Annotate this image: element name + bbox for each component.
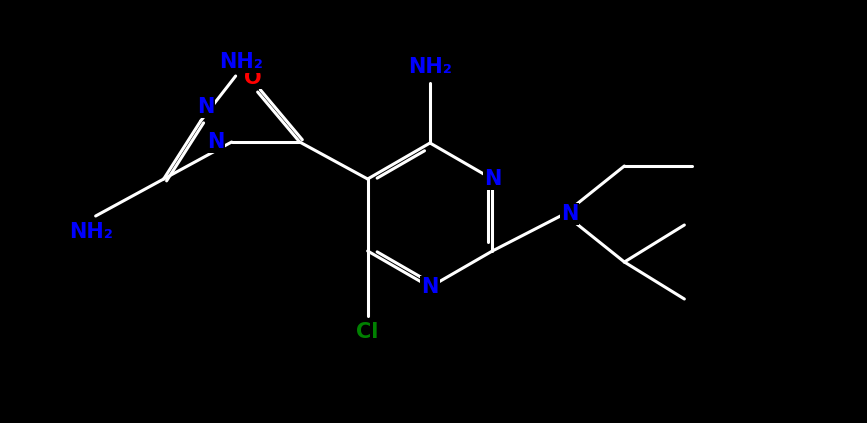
Text: N: N (561, 204, 578, 224)
Text: N: N (197, 97, 214, 117)
Text: N: N (207, 132, 225, 152)
Text: N: N (484, 169, 501, 189)
Text: NH₂: NH₂ (218, 52, 263, 72)
Text: O: O (244, 68, 262, 88)
Text: NH₂: NH₂ (68, 222, 113, 242)
Text: Cl: Cl (356, 322, 379, 342)
Text: N: N (421, 277, 439, 297)
Text: NH₂: NH₂ (408, 57, 452, 77)
